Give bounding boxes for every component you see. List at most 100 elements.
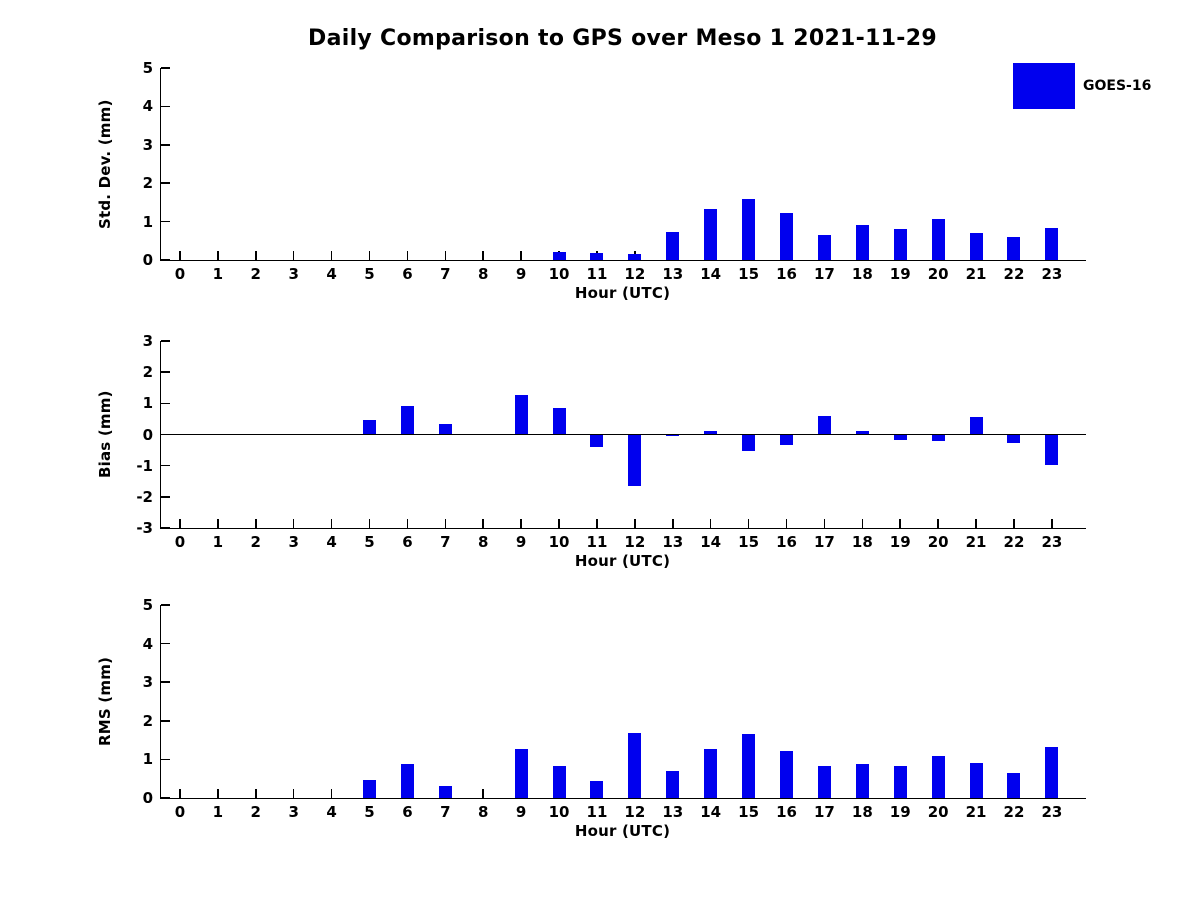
y-tick — [161, 402, 170, 405]
y-tick-label: 3 — [142, 332, 153, 350]
x-tick-label: 16 — [776, 803, 797, 821]
x-tick — [292, 789, 295, 798]
y-tick — [161, 681, 170, 683]
x-tick-label: 4 — [326, 533, 337, 551]
y-tick — [161, 464, 170, 467]
bar-hour-9 — [514, 748, 528, 798]
x-tick — [217, 789, 219, 798]
x-axis-label-rms: Hour (UTC) — [574, 822, 671, 840]
bar-hour-22 — [1007, 772, 1021, 798]
bar-hour-15 — [742, 734, 756, 798]
y-tick — [161, 182, 170, 184]
y-tick-label: 2 — [142, 363, 153, 382]
y-tick-label: -2 — [136, 487, 153, 506]
y-tick-label: 5 — [142, 59, 153, 77]
x-tick-label: 5 — [364, 265, 375, 283]
bar-hour-16 — [780, 750, 793, 798]
x-tick-label: 3 — [288, 533, 299, 551]
x-tick — [482, 251, 484, 260]
x-tick-label: 5 — [364, 533, 375, 551]
x-tick — [179, 251, 181, 260]
bar-hour-13 — [666, 770, 680, 798]
bar-hour-6 — [400, 763, 414, 798]
x-tick-label: 7 — [440, 265, 451, 283]
x-tick — [330, 251, 333, 260]
x-tick-label: 22 — [1003, 265, 1025, 283]
bar-hour-10 — [552, 766, 566, 798]
x-tick — [1013, 519, 1015, 528]
bar-hour-15 — [742, 434, 756, 452]
x-tick-label: 19 — [889, 533, 911, 551]
x-tick — [1051, 519, 1053, 528]
x-tick-label: 20 — [927, 533, 949, 551]
x-tick-label: 6 — [402, 265, 413, 283]
bar-hour-22 — [1007, 236, 1021, 260]
x-tick-label: 7 — [440, 803, 451, 821]
x-tick — [368, 519, 371, 528]
x-tick-label: 3 — [288, 265, 299, 283]
bar-hour-13 — [666, 232, 680, 260]
x-tick-label: 18 — [851, 533, 873, 551]
x-tick — [179, 789, 181, 798]
x-tick-label: 14 — [700, 803, 722, 821]
x-tick — [899, 519, 901, 528]
bar-hour-12 — [628, 733, 642, 798]
x-tick-label: 8 — [478, 803, 489, 821]
bar-hour-11 — [590, 253, 604, 260]
x-tick — [217, 519, 219, 528]
x-tick-label: 21 — [965, 533, 987, 551]
bar-hour-5 — [363, 419, 376, 435]
x-tick-label: 2 — [250, 533, 261, 551]
x-tick-label: 23 — [1041, 533, 1063, 551]
x-tick-label: 14 — [700, 533, 722, 551]
x-tick — [823, 519, 826, 528]
x-tick — [709, 519, 712, 528]
bar-hour-11 — [590, 434, 604, 447]
x-tick — [406, 251, 409, 260]
x-tick — [255, 251, 257, 260]
x-tick-label: 22 — [1003, 533, 1025, 551]
y-tick-label: 3 — [142, 135, 153, 154]
plot-area-stddev: 0 1 2 3 4 5 0 1 2 3 4 5 6 7 8 9 10 11 12 13 14 15 16 17 18 19 20 21… — [143, 59, 1086, 283]
y-tick-label: 2 — [142, 711, 153, 730]
bar-hour-5 — [363, 780, 376, 798]
bar-hour-18 — [855, 225, 869, 260]
y-tick-label: 1 — [142, 212, 153, 231]
y-tick-label: 0 — [142, 789, 153, 807]
bar-hour-9 — [514, 394, 528, 435]
x-tick-label: 17 — [813, 803, 835, 821]
bar-hour-18 — [855, 431, 869, 435]
legend-label: GOES-16 — [1083, 78, 1152, 94]
y-tick-label: 5 — [142, 596, 153, 614]
y-tick-label: 0 — [142, 425, 153, 444]
bar-hour-7 — [438, 423, 452, 435]
bar-hour-13 — [666, 434, 680, 436]
bar-hour-22 — [1007, 434, 1021, 444]
x-tick — [596, 519, 598, 528]
x-tick-label: 13 — [662, 533, 684, 551]
x-tick-label: 0 — [174, 803, 186, 821]
y-tick — [161, 67, 170, 69]
x-tick-label: 20 — [927, 265, 949, 283]
x-tick-label: 15 — [738, 803, 760, 821]
y-tick-label: -3 — [136, 519, 153, 537]
y-tick-label: 4 — [142, 97, 153, 116]
bar-hour-11 — [590, 781, 604, 798]
y-tick-label: 1 — [142, 394, 153, 413]
x-tick-label: 2 — [250, 265, 261, 283]
x-tick-label: 1 — [212, 803, 224, 821]
bar-hour-23 — [1045, 747, 1059, 798]
bar-hour-16 — [780, 213, 793, 260]
y-tick — [161, 340, 170, 342]
x-tick-label: 10 — [548, 803, 570, 821]
x-tick — [558, 519, 560, 528]
x-tick-label: 23 — [1041, 265, 1063, 283]
x-tick-label: 23 — [1041, 803, 1063, 821]
legend-swatch-goes16 — [1013, 63, 1075, 109]
bar-hour-23 — [1045, 227, 1059, 260]
x-tick-label: 3 — [288, 803, 299, 821]
x-tick-label: 0 — [174, 533, 186, 551]
x-tick-label: 9 — [515, 265, 527, 283]
x-tick-label: 19 — [889, 265, 911, 283]
x-tick-label: 22 — [1003, 803, 1025, 821]
